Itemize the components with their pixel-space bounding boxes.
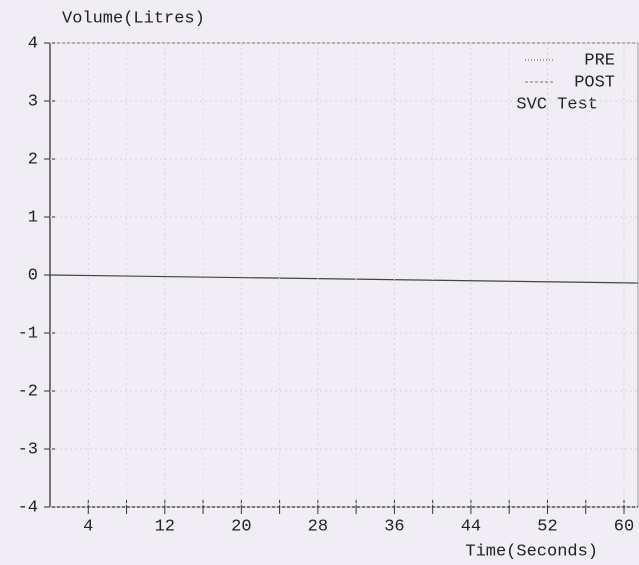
y-tick-label: 4 — [28, 34, 38, 53]
x-tick-label: 4 — [83, 517, 93, 536]
x-tick-label: 52 — [537, 517, 557, 536]
x-tick-label: 44 — [461, 517, 481, 536]
y-axis-label: Volume(Litres) — [62, 9, 205, 28]
x-tick-label: 36 — [384, 517, 404, 536]
y-tick-label: 2 — [28, 150, 38, 169]
x-tick-label: 28 — [308, 517, 328, 536]
y-tick-label: -3 — [18, 440, 38, 459]
y-tick-label: 3 — [28, 92, 38, 111]
y-tick-label: -2 — [18, 382, 38, 401]
y-tick-label: 1 — [28, 208, 38, 227]
x-tick-label: 20 — [231, 517, 251, 536]
zero-line — [49, 274, 639, 284]
legend-label: PRE — [584, 51, 615, 70]
x-tick-label: 60 — [614, 517, 634, 536]
y-tick-label: -1 — [18, 324, 38, 343]
legend-label: POST — [574, 73, 615, 92]
x-axis-label: Time(Seconds) — [465, 542, 598, 561]
y-tick-label: 0 — [28, 266, 38, 285]
y-tick-label: -4 — [18, 498, 38, 517]
annotation: SVC Test — [516, 95, 598, 114]
x-tick-label: 12 — [155, 517, 175, 536]
